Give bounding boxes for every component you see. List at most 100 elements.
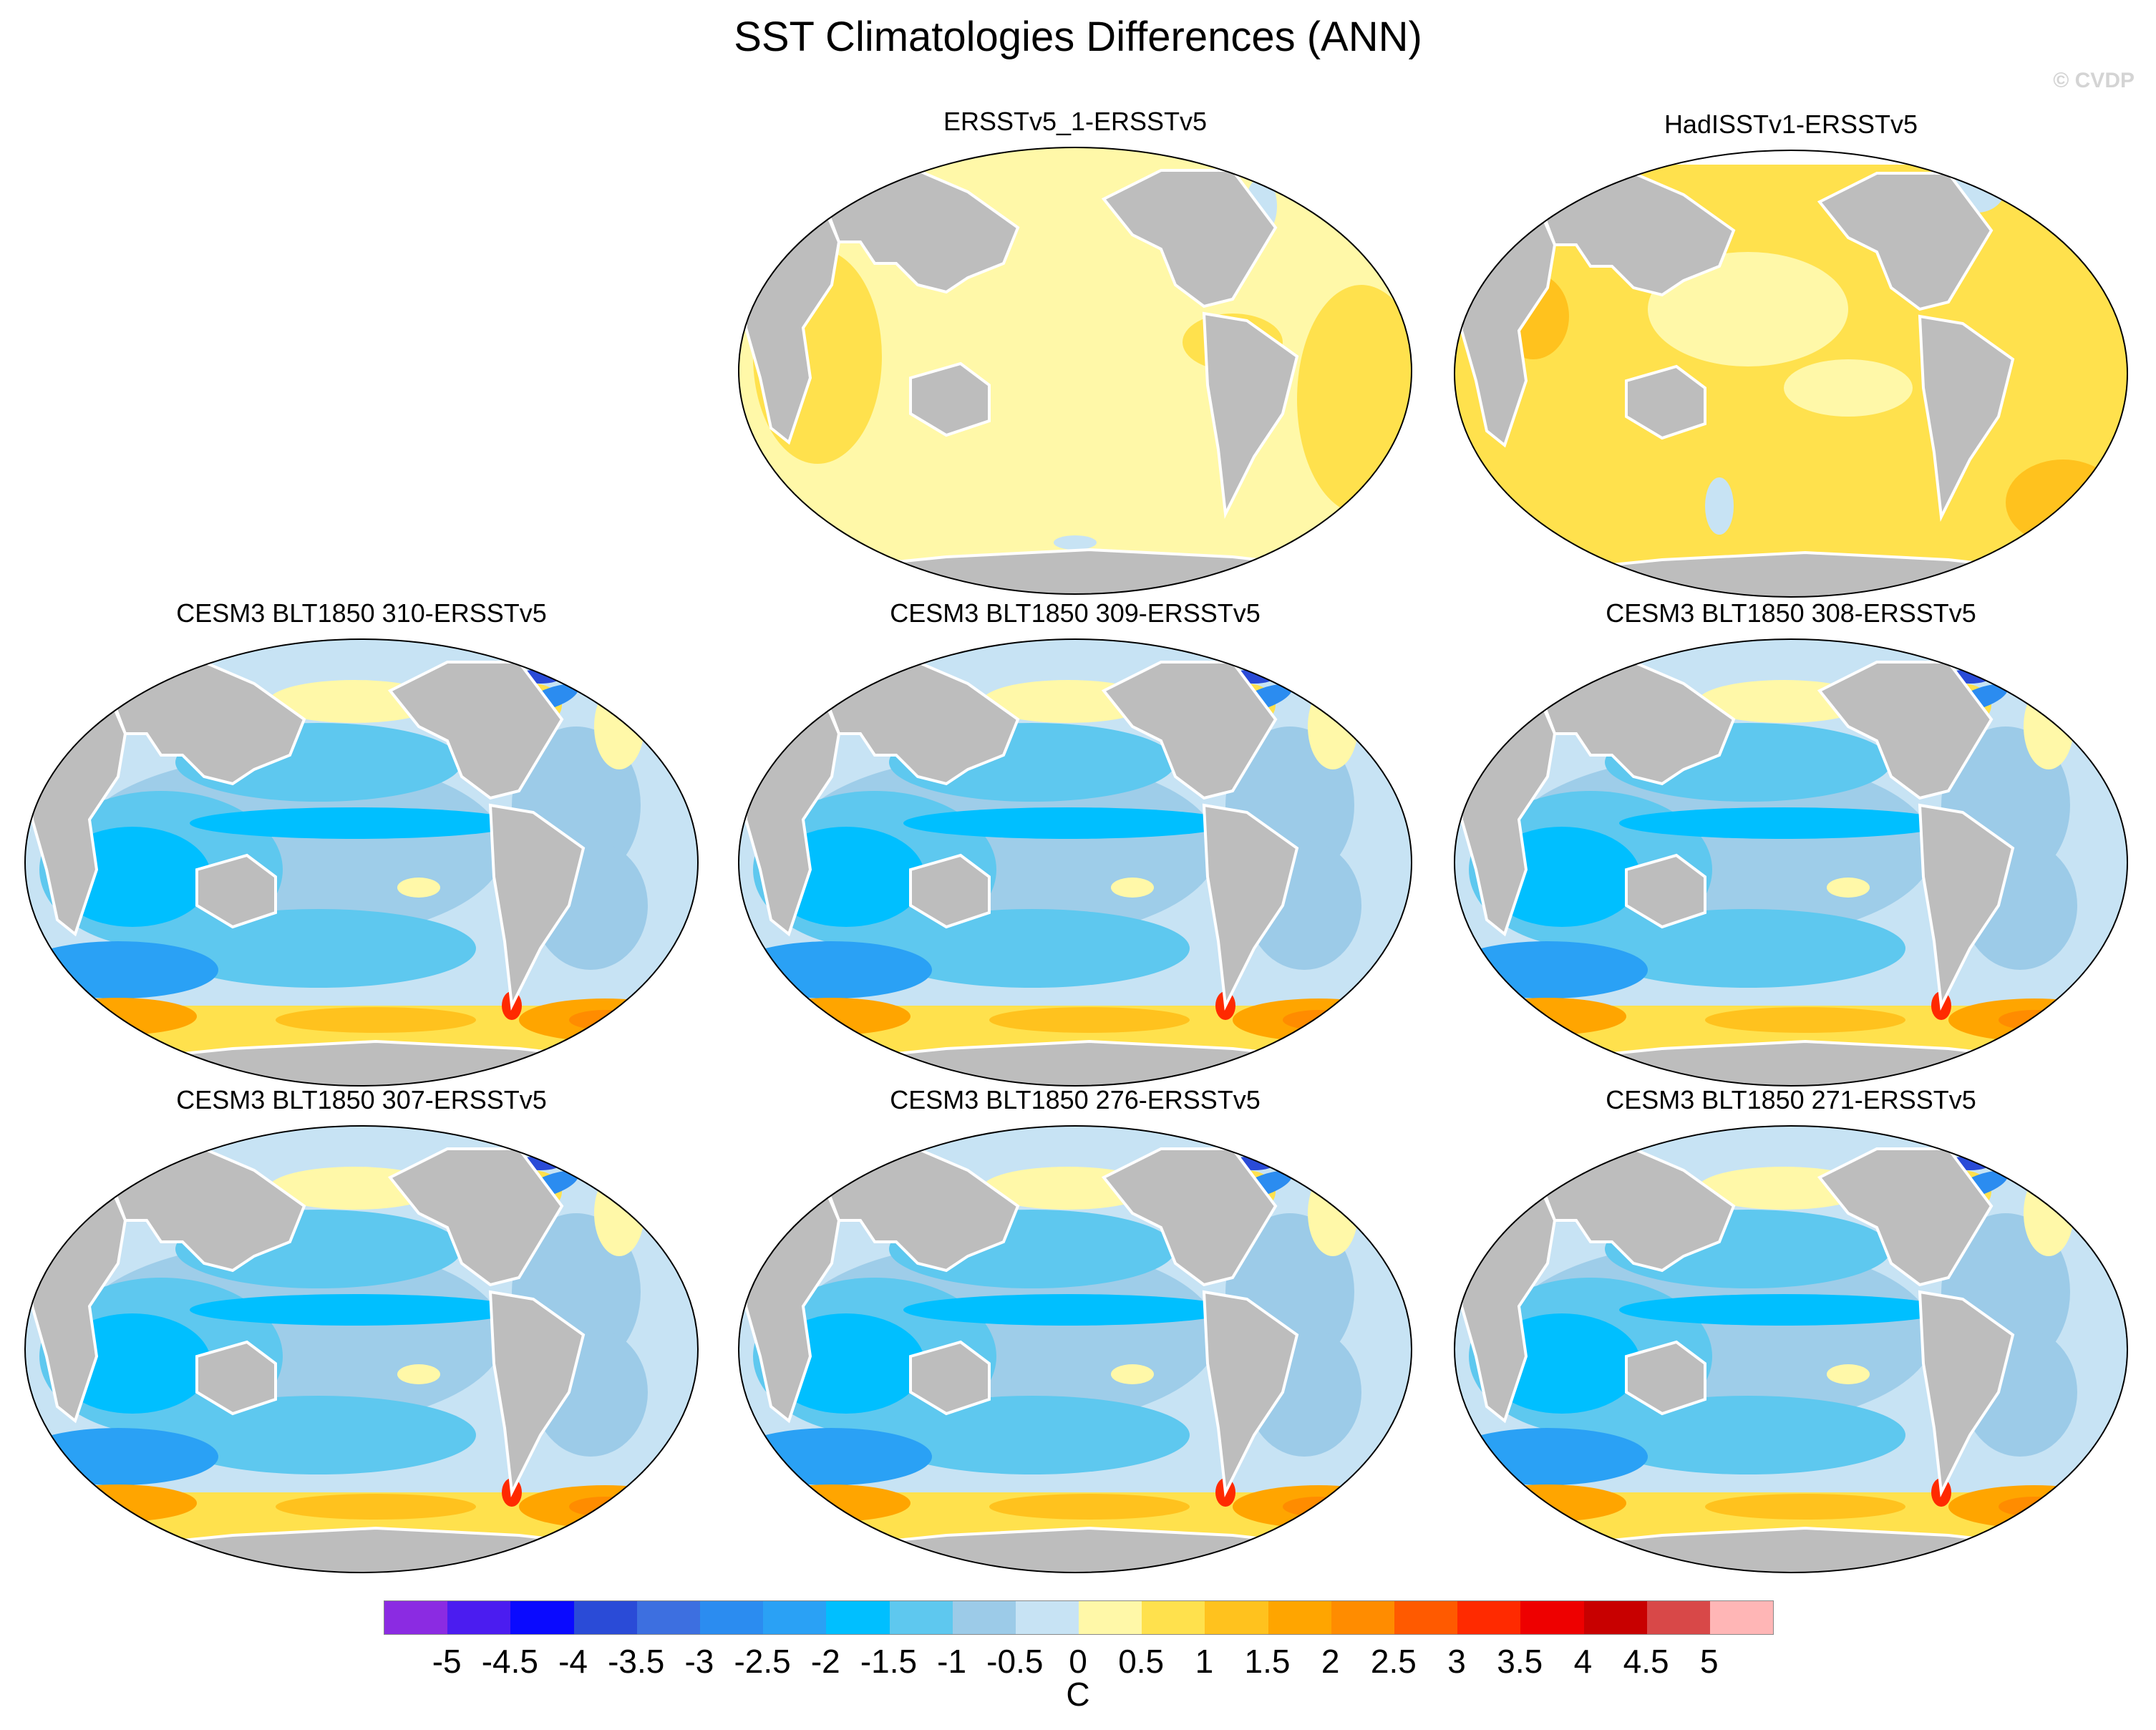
australia-land — [195, 853, 277, 929]
southamerica-land — [1202, 803, 1299, 1011]
asia-land — [1531, 171, 1736, 297]
panel-title: CESM3 BLT1850 309-ERSSTv5 — [890, 598, 1261, 628]
colorbar-swatch — [573, 1601, 637, 1634]
australia-land — [909, 361, 991, 437]
southamerica-land — [1918, 314, 2015, 522]
australia-land — [1625, 853, 1706, 929]
southamerica-land — [488, 1290, 586, 1497]
colorbar-swatch — [826, 1601, 890, 1634]
northamerica-land — [1817, 661, 1994, 800]
colorbar-tick-label: -5 — [432, 1643, 462, 1680]
colorbar-swatch — [1646, 1601, 1710, 1634]
northamerica-land — [387, 661, 564, 800]
colorbar-swatch — [1457, 1601, 1521, 1634]
colorbar-tick-label: -2 — [810, 1643, 840, 1680]
australia-land — [195, 1340, 277, 1416]
southamerica-land — [488, 803, 586, 1011]
globe-outline — [738, 147, 1412, 595]
world-map — [24, 1125, 699, 1573]
colorbar-swatch — [384, 1601, 448, 1634]
world-map — [1454, 1125, 2128, 1573]
northamerica-land — [1817, 1147, 1994, 1287]
colorbar-tick-label: 2 — [1321, 1643, 1340, 1680]
world-map — [738, 1125, 1412, 1573]
map-panel: CESM3 BLT1850 271-ERSSTv5 — [1447, 1084, 2135, 1578]
watermark: © CVDP — [2053, 69, 2135, 92]
asia-land — [815, 168, 1020, 294]
colorbar-tick-label: 0.5 — [1118, 1643, 1165, 1680]
panel-title: CESM3 BLT1850 307-ERSSTv5 — [176, 1085, 547, 1114]
antarctica-land — [739, 548, 1412, 594]
northamerica-land — [1101, 1147, 1278, 1287]
map-panel: ERSSTv5_1-ERSSTv5 — [732, 106, 1419, 600]
colorbar-tick-label: -1 — [937, 1643, 967, 1680]
colorbar-tick-label: 1.5 — [1244, 1643, 1291, 1680]
map-panel: CESM3 BLT1850 276-ERSSTv5 — [732, 1084, 1419, 1578]
colorbar-swatch — [510, 1601, 574, 1634]
world-map — [1454, 150, 2128, 598]
colorbar-swatch — [1331, 1601, 1394, 1634]
colorbar-tick-labels: -5 -4.5 -4 -3.5 -3 -2.5 -2 -1.5 -1 -0.5 0 0.5 1 1.5 2 2… — [0, 1642, 2156, 1682]
colorbar-unit: C — [1066, 1676, 1090, 1713]
asia-land — [815, 1147, 1020, 1273]
colorbar-swatch — [1142, 1601, 1205, 1634]
colorbar-swatch — [636, 1601, 700, 1634]
world-map — [738, 147, 1412, 595]
southamerica-land — [1202, 1290, 1299, 1497]
map-panel: CESM3 BLT1850 310-ERSSTv5 — [18, 598, 705, 1092]
colorbar-tick-label: 4.5 — [1623, 1643, 1669, 1680]
asia-land — [1531, 1147, 1736, 1273]
northamerica-land — [1817, 172, 1994, 311]
colorbar-swatch — [1709, 1601, 1774, 1634]
colorbar-tick-label: 1 — [1195, 1643, 1214, 1680]
colorbar — [384, 1600, 1774, 1635]
northamerica-land — [387, 1147, 564, 1287]
panel-title: CESM3 BLT1850 276-ERSSTv5 — [890, 1085, 1261, 1114]
antarctica-land — [1455, 1526, 2127, 1573]
ocean-field — [1455, 150, 2127, 597]
globe-outline — [1454, 150, 2128, 598]
map-panel: HadISSTv1-ERSSTv5 — [1447, 109, 2135, 603]
colorbar-swatch — [1583, 1601, 1647, 1634]
northamerica-land — [1101, 169, 1278, 308]
colorbar-swatch — [1079, 1601, 1142, 1634]
antarctica-land — [739, 1526, 1412, 1573]
colorbar-swatch — [1205, 1601, 1268, 1634]
colorbar-tick-label: 3.5 — [1497, 1643, 1543, 1680]
colorbar-tick-label: -4 — [558, 1643, 588, 1680]
asia-land — [102, 660, 306, 786]
map-panel: CESM3 BLT1850 307-ERSSTv5 — [18, 1084, 705, 1578]
panel-title: CESM3 BLT1850 271-ERSSTv5 — [1606, 1085, 1976, 1114]
southamerica-land — [1202, 311, 1299, 519]
map-panel: CESM3 BLT1850 308-ERSSTv5 — [1447, 598, 2135, 1092]
colorbar-tick-label: 5 — [1700, 1643, 1719, 1680]
globe-outline — [738, 638, 1412, 1087]
colorbar-tick-label: -4.5 — [481, 1643, 538, 1680]
colorbar-swatch — [1520, 1601, 1584, 1634]
colorbar-tick-label: 0 — [1069, 1643, 1087, 1680]
colorbar-swatch — [1015, 1601, 1079, 1634]
panel-title: HadISSTv1-ERSSTv5 — [1664, 110, 1918, 139]
globe-outline — [24, 638, 699, 1087]
colorbar-tick-label: -3.5 — [608, 1643, 665, 1680]
globe-outline — [738, 1125, 1412, 1573]
colorbar-swatch — [889, 1601, 953, 1634]
southamerica-land — [1918, 1290, 2015, 1497]
australia-land — [909, 1340, 991, 1416]
colorbar-tick-label: 3 — [1447, 1643, 1466, 1680]
colorbar-tick-label: -0.5 — [986, 1643, 1044, 1680]
colorbar-swatch — [699, 1601, 764, 1634]
northamerica-land — [1101, 661, 1278, 800]
globe-outline — [1454, 638, 2128, 1087]
australia-land — [1625, 364, 1706, 440]
colorbar-swatch — [447, 1601, 511, 1634]
colorbar-swatch — [763, 1601, 827, 1634]
colorbar-swatch — [1268, 1601, 1331, 1634]
antarctica-land — [25, 1526, 698, 1573]
map-panel: CESM3 BLT1850 309-ERSSTv5 — [732, 598, 1419, 1092]
southamerica-land — [1918, 803, 2015, 1011]
colorbar-tick-label: -1.5 — [860, 1643, 918, 1680]
panel-title: ERSSTv5_1-ERSSTv5 — [943, 107, 1208, 136]
world-map — [24, 638, 699, 1087]
world-map — [738, 638, 1412, 1087]
